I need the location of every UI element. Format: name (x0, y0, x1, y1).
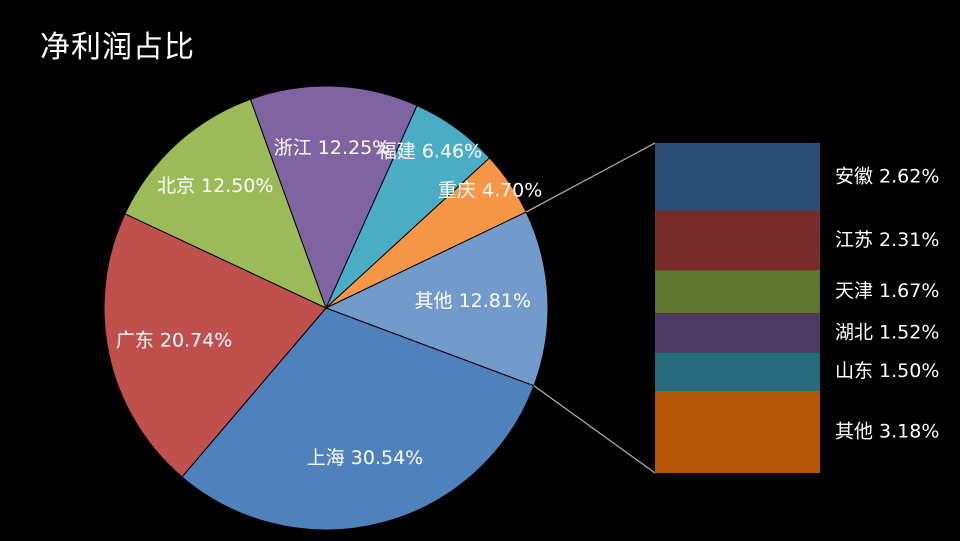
breakdown-bar-group (655, 143, 820, 473)
pie-slice-1 (181, 307, 535, 531)
pie-slice-label-5: 福建 6.46% (378, 141, 482, 163)
pie-slice-label-4: 浙江 12.25% (274, 137, 391, 159)
pie-slice-7 (324, 211, 549, 387)
breakdown-label-6: 其他 3.18% (835, 421, 939, 443)
connector-line-bottom (533, 385, 656, 474)
label-group: 上海 30.54% 广东 20.74% 北京 12.50%浙江 12.25%福建 6… (116, 137, 940, 469)
pie-group (103, 85, 549, 531)
pie-slice-label-7: 其他 12.81% (415, 290, 532, 312)
connector-group (525, 142, 656, 474)
breakdown-segment-5 (655, 352, 820, 392)
breakdown-segment-3 (655, 270, 820, 314)
chart-title: 净利润占比 (40, 30, 195, 65)
breakdown-segment-4 (655, 313, 820, 353)
breakdown-label-2: 江苏 2.31% (835, 229, 939, 251)
pie-slice-label-2: 广东 20.74% (116, 329, 233, 351)
pie-slice-label-6: 重庆 4.70% (438, 180, 542, 202)
pie-slice-4 (249, 85, 418, 310)
breakdown-label-5: 山东 1.50% (835, 360, 939, 382)
connector-line-top (525, 142, 656, 213)
pie-slice-3 (124, 98, 327, 309)
breakdown-segment-6 (655, 391, 820, 473)
pie-slice-label-1: 上海 30.54% (307, 447, 424, 469)
breakdown-label-4: 湖北 1.52% (835, 321, 939, 343)
breakdown-label-3: 天津 1.67% (835, 280, 939, 302)
breakdown-segment-1 (655, 143, 820, 211)
breakdown-segment-2 (655, 210, 820, 271)
breakdown-label-1: 安徽 2.62% (835, 165, 939, 187)
pie-slice-2 (103, 213, 327, 478)
pie-slice-label-3: 北京 12.50% (157, 175, 274, 197)
